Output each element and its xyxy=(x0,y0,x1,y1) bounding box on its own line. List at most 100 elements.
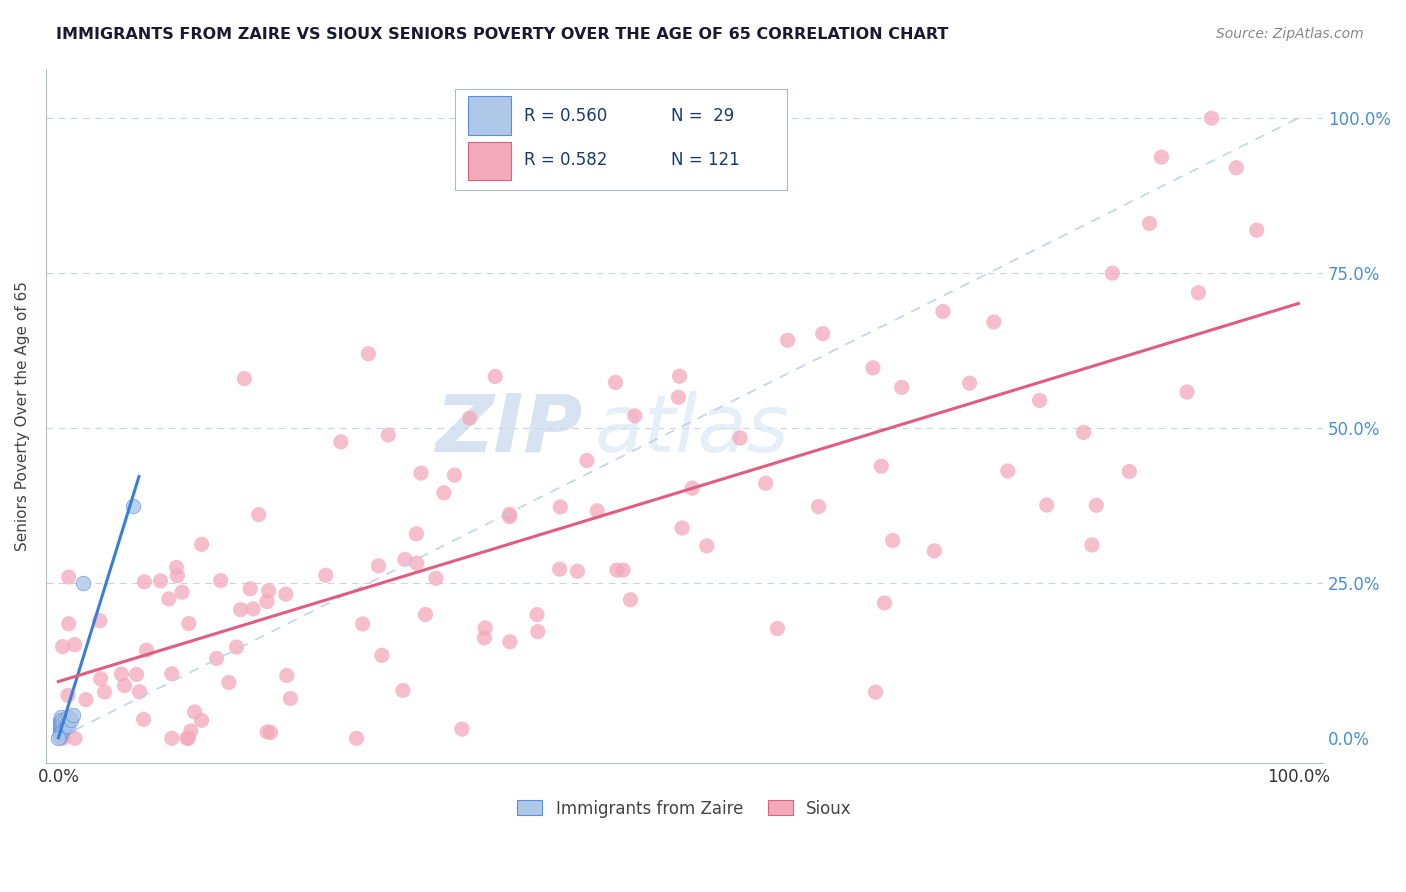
Point xyxy=(276,668,298,682)
Point xyxy=(377,428,399,442)
Point xyxy=(606,563,628,577)
Point xyxy=(52,722,75,736)
Point xyxy=(367,558,389,573)
Point xyxy=(605,376,627,390)
Point xyxy=(89,614,111,628)
Point xyxy=(110,667,132,681)
Point xyxy=(696,539,718,553)
Point xyxy=(51,723,73,738)
Point xyxy=(329,434,352,449)
Point xyxy=(474,621,496,635)
Point xyxy=(865,685,887,699)
Point xyxy=(90,672,112,686)
Point xyxy=(48,728,70,742)
Point xyxy=(63,638,86,652)
Point xyxy=(527,624,550,639)
Point xyxy=(1118,465,1140,479)
Point xyxy=(1139,217,1161,231)
Point xyxy=(132,712,155,726)
Point xyxy=(550,500,572,514)
Point xyxy=(1081,538,1104,552)
Point xyxy=(567,564,589,578)
Point xyxy=(59,713,82,727)
Point xyxy=(668,369,690,384)
Point xyxy=(72,576,94,591)
Point xyxy=(242,602,264,616)
Point xyxy=(1175,384,1198,399)
Point xyxy=(280,691,302,706)
Point xyxy=(425,571,447,585)
Point xyxy=(205,651,228,665)
Point xyxy=(128,685,150,699)
Point xyxy=(48,727,70,741)
Point xyxy=(766,622,789,636)
Point xyxy=(882,533,904,548)
Point xyxy=(458,411,481,425)
Point xyxy=(157,591,180,606)
Point xyxy=(1246,223,1268,237)
Point xyxy=(218,675,240,690)
Point xyxy=(405,527,427,541)
Point xyxy=(870,459,893,474)
Text: atlas: atlas xyxy=(595,391,790,468)
Point xyxy=(728,431,751,445)
Point xyxy=(58,719,80,733)
Point xyxy=(114,679,136,693)
Point xyxy=(125,667,148,681)
Point xyxy=(371,648,394,663)
Point xyxy=(51,713,73,727)
Point xyxy=(49,719,72,733)
Point xyxy=(53,720,76,734)
Point xyxy=(474,631,496,645)
Point xyxy=(671,521,693,535)
Point xyxy=(256,594,278,608)
Point xyxy=(177,616,200,631)
Point xyxy=(890,380,912,394)
Point xyxy=(180,723,202,738)
Point xyxy=(48,715,70,730)
Point xyxy=(352,616,374,631)
Point xyxy=(58,709,80,723)
Point xyxy=(48,722,70,736)
Point xyxy=(229,603,252,617)
Point xyxy=(983,315,1005,329)
Point xyxy=(776,333,799,347)
Point xyxy=(149,574,172,588)
Point xyxy=(1101,266,1123,280)
Point xyxy=(55,717,77,731)
Point xyxy=(48,730,70,744)
Point xyxy=(575,453,598,467)
Point xyxy=(49,715,72,730)
Point xyxy=(56,688,79,702)
Point xyxy=(1150,150,1173,164)
Point xyxy=(619,592,641,607)
Point xyxy=(681,481,703,495)
Point xyxy=(394,552,416,566)
Point xyxy=(499,634,522,648)
Point xyxy=(274,587,297,601)
Point xyxy=(160,666,183,681)
Point xyxy=(166,560,188,574)
Point xyxy=(405,556,427,570)
Point xyxy=(190,714,212,728)
Point xyxy=(75,692,97,706)
Point xyxy=(873,596,896,610)
Point xyxy=(922,544,945,558)
Point xyxy=(811,326,834,341)
Point xyxy=(526,607,548,622)
Point xyxy=(177,731,200,746)
Point xyxy=(862,360,884,375)
Point xyxy=(56,715,79,730)
Point xyxy=(209,574,232,588)
Point xyxy=(166,569,188,583)
Point xyxy=(62,707,84,722)
Point xyxy=(624,409,647,423)
Point xyxy=(443,468,465,483)
Point xyxy=(548,562,571,576)
Point xyxy=(498,509,520,524)
Point xyxy=(134,574,156,589)
Point xyxy=(612,563,634,577)
Point xyxy=(170,585,193,599)
Point xyxy=(498,508,520,522)
Point xyxy=(190,537,212,551)
